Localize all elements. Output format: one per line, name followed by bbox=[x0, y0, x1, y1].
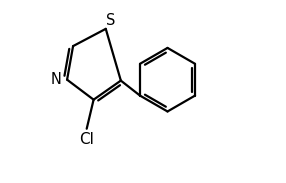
Text: S: S bbox=[106, 13, 116, 28]
Text: N: N bbox=[51, 72, 61, 87]
Text: Cl: Cl bbox=[79, 132, 94, 147]
